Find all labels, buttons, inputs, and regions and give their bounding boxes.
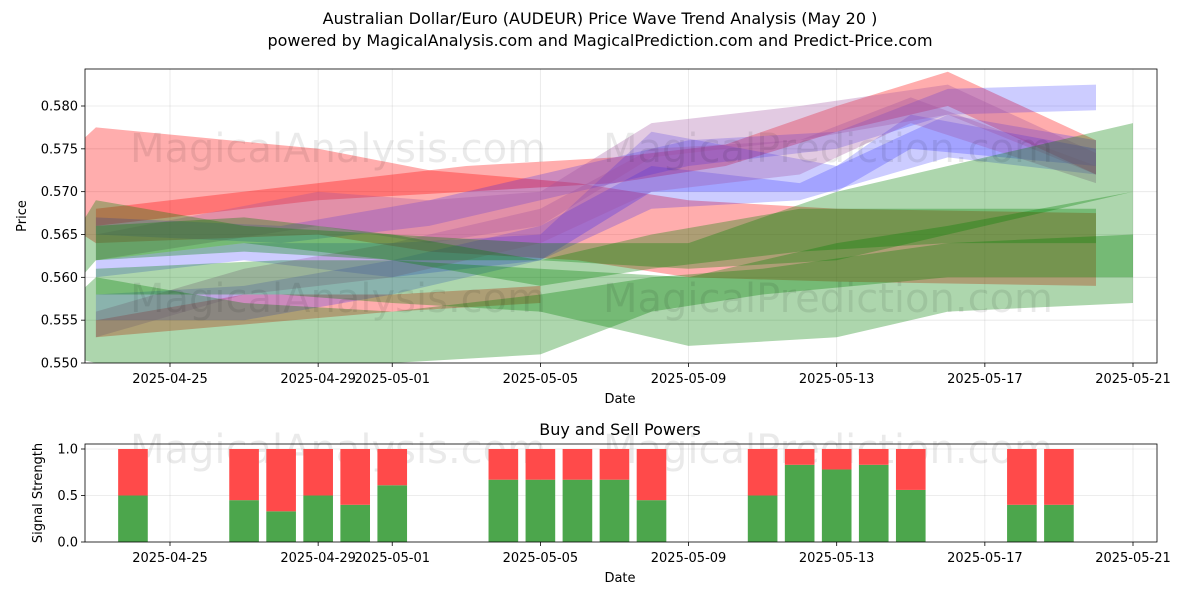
price-y-tick-label: 0.565 [41, 228, 78, 243]
sell-bar [599, 449, 630, 480]
sell-bar [525, 449, 556, 480]
sell-bar [118, 449, 148, 496]
wave-band-red [85, 127, 1096, 286]
price-y-tick-label: 0.550 [41, 357, 78, 372]
buy-bar [562, 479, 593, 542]
signal-x-tick-label: 2025-05-21 [1095, 551, 1171, 566]
price-x-tick-label: 2025-05-17 [947, 372, 1023, 387]
sell-bar [266, 449, 296, 512]
buy-bar [1007, 504, 1037, 542]
buy-bar [266, 511, 296, 542]
watermark: MagicalAnalysis.com [130, 126, 546, 172]
sell-bar [377, 449, 408, 486]
buy-bar [821, 469, 852, 542]
signal-x-tick-label: 2025-05-09 [651, 551, 727, 566]
signal-x-tick-label: 2025-05-01 [354, 551, 430, 566]
wave-bands [85, 71, 1133, 363]
buy-bar [747, 495, 778, 542]
price-axes-frame [84, 68, 1158, 364]
wave-band-purple [95, 97, 1096, 338]
sell-bar [821, 449, 852, 470]
sell-bar [340, 449, 371, 505]
watermark: MagicalPrediction.com [603, 126, 1053, 172]
y-axis-label: Price [15, 200, 30, 232]
sell-bar [858, 449, 889, 465]
chart-subtitle: powered by MagicalAnalysis.com and Magic… [267, 31, 933, 50]
wave-band-green [85, 234, 1133, 363]
sell-bar [303, 449, 333, 496]
wave-band-blue [95, 114, 1096, 321]
sell-bar [636, 449, 667, 501]
price-x-tick-label: 2025-05-13 [799, 372, 875, 387]
buy-bar [599, 479, 630, 542]
buy-bar [229, 500, 259, 542]
wave-band-green [95, 208, 1096, 286]
price-x-tick-label: 2025-05-01 [354, 372, 430, 387]
chart-title: Australian Dollar/Euro (AUDEUR) Price Wa… [322, 9, 878, 28]
sell-bar [488, 449, 519, 480]
sell-bar [784, 449, 815, 465]
sell-bar [1044, 449, 1074, 505]
signal-y-tick-label: 1.0 [57, 443, 78, 458]
signal-x-axis-label: Date [604, 571, 635, 586]
signal-x-tick-label: 2025-04-29 [280, 551, 356, 566]
signal-x-tick-label: 2025-04-25 [132, 551, 208, 566]
sell-bar [895, 449, 926, 490]
price-x-tick-label: 2025-05-21 [1095, 372, 1171, 387]
price-y-tick-label: 0.580 [41, 100, 78, 115]
buy-bar [118, 495, 148, 542]
buy-bar [1044, 504, 1074, 542]
price-panel: MagicalAnalysis.com MagicalPrediction.com… [15, 68, 1171, 407]
signal-x-tick-label: 2025-05-05 [503, 551, 579, 566]
signal-axes-frame [84, 443, 1158, 543]
buy-bar [858, 464, 889, 542]
watermark: MagicalPrediction.com [603, 276, 1053, 322]
sell-bar [229, 449, 259, 501]
wave-band-green [85, 123, 1133, 273]
price-y-tick-label: 0.555 [41, 314, 78, 329]
price-x-tick-label: 2025-05-05 [503, 372, 579, 387]
x-axis-label: Date [604, 392, 635, 407]
wave-band-green [95, 191, 1133, 346]
buy-bar [525, 479, 556, 542]
wave-band-red [95, 285, 541, 338]
buy-bar [784, 464, 815, 542]
price-y-tick-label: 0.570 [41, 185, 78, 200]
watermark: MagicalAnalysis.com [130, 427, 546, 473]
sell-bar [747, 449, 778, 496]
sell-bar [562, 449, 593, 480]
buy-bar [488, 479, 519, 542]
price-y-tick-label: 0.560 [41, 271, 78, 286]
signal-y-tick-label: 0.0 [57, 536, 78, 551]
wave-band-blue [95, 84, 1096, 244]
signal-panel-title: Buy and Sell Powers [539, 420, 701, 439]
buy-bar [377, 485, 408, 542]
price-plot-area [85, 69, 1157, 363]
signal-y-tick-label: 0.5 [57, 489, 78, 504]
wave-band-blue [95, 114, 1096, 278]
signal-x-tick-label: 2025-05-17 [947, 551, 1023, 566]
price-x-tick-label: 2025-04-29 [280, 372, 356, 387]
price-x-tick-label: 2025-04-25 [132, 372, 208, 387]
buy-bar [303, 495, 333, 542]
signal-y-axis-label: Signal Strength [31, 443, 46, 543]
buy-bar [340, 504, 371, 542]
buy-bar [895, 489, 926, 542]
wave-band-purple [95, 84, 1096, 261]
price-y-tick-label: 0.575 [41, 142, 78, 157]
watermark: MagicalAnalysis.com [130, 276, 546, 322]
price-x-tick-label: 2025-05-09 [651, 372, 727, 387]
signal-panel: MagicalAnalysis.comMagicalPrediction.com… [31, 420, 1171, 586]
wave-band-red [95, 71, 1096, 226]
buy-bar [636, 500, 667, 542]
sell-bar [1007, 449, 1037, 505]
signal-x-tick-label: 2025-05-13 [799, 551, 875, 566]
